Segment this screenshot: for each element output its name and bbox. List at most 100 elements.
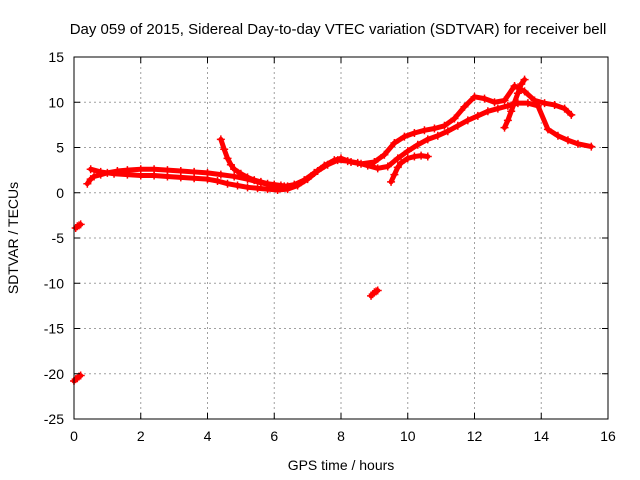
data-point-marker bbox=[400, 132, 409, 141]
data-point-marker bbox=[343, 157, 352, 166]
y-tick-label: -5 bbox=[52, 230, 65, 246]
y-tick-label: -10 bbox=[44, 275, 64, 291]
data-point-marker bbox=[463, 116, 472, 125]
data-point-marker bbox=[372, 287, 381, 296]
data-point-marker bbox=[507, 107, 516, 116]
data-point-marker bbox=[443, 127, 452, 136]
data-point-marker bbox=[90, 172, 99, 181]
data-point-marker bbox=[250, 176, 259, 185]
data-point-marker bbox=[243, 173, 252, 182]
data-point-marker bbox=[387, 177, 396, 186]
data-point-marker bbox=[150, 171, 159, 180]
data-point-marker bbox=[460, 102, 469, 111]
data-point-marker bbox=[263, 179, 272, 188]
data-point-marker bbox=[500, 96, 509, 105]
data-point-marker bbox=[397, 158, 406, 167]
data-point-marker bbox=[136, 171, 145, 180]
x-tick-label: 4 bbox=[204, 428, 212, 444]
data-point-marker bbox=[253, 184, 262, 193]
data-point-marker bbox=[230, 172, 239, 181]
data-point-marker bbox=[226, 160, 235, 169]
data-point-marker bbox=[373, 164, 382, 173]
data-point-marker bbox=[216, 135, 225, 144]
series-4-band bbox=[535, 103, 551, 132]
data-point-marker bbox=[370, 157, 379, 166]
tick-layer: 0 2 4 6 8 10 12 14 16 -25 -20 -15 -10 -5 0 5 10 15 bbox=[44, 49, 616, 444]
series-5 bbox=[216, 135, 292, 191]
data-point-marker bbox=[410, 129, 419, 138]
x-tick-label: 10 bbox=[400, 428, 416, 444]
data-point-marker bbox=[393, 154, 402, 163]
data-point-marker bbox=[433, 131, 442, 140]
data-point-marker bbox=[76, 220, 85, 229]
series-7 bbox=[500, 75, 529, 132]
y-tick-label: -15 bbox=[44, 321, 64, 337]
data-point-marker bbox=[353, 158, 362, 167]
data-point-marker bbox=[233, 181, 242, 190]
data-point-marker bbox=[490, 98, 499, 107]
data-point-marker bbox=[390, 138, 399, 147]
data-point-marker bbox=[236, 169, 245, 178]
data-point-marker bbox=[503, 116, 512, 125]
data-point-marker bbox=[413, 140, 422, 149]
series-1 bbox=[71, 220, 85, 233]
data-point-marker bbox=[513, 89, 522, 98]
data-point-marker bbox=[517, 80, 526, 89]
series-3-band bbox=[451, 104, 467, 122]
y-tick-label: -20 bbox=[44, 366, 64, 382]
data-point-marker bbox=[533, 101, 542, 110]
data-point-marker bbox=[503, 101, 512, 110]
data-point-marker bbox=[510, 81, 519, 90]
data-point-marker bbox=[220, 145, 229, 154]
data-point-marker bbox=[567, 110, 576, 119]
x-axis-label: GPS time / hours bbox=[288, 457, 395, 473]
data-point-marker bbox=[403, 154, 412, 163]
data-point-marker bbox=[543, 125, 552, 134]
data-point-marker bbox=[270, 180, 279, 189]
y-tick-label: 0 bbox=[56, 185, 64, 201]
data-point-marker bbox=[563, 136, 572, 145]
data-point-marker bbox=[423, 135, 432, 144]
y-tick-label: 5 bbox=[56, 140, 64, 156]
data-point-marker bbox=[453, 121, 462, 130]
data-point-marker bbox=[176, 173, 185, 182]
series-2 bbox=[367, 286, 382, 300]
data-point-marker bbox=[323, 160, 332, 169]
data-point-marker bbox=[403, 147, 412, 156]
grid-layer bbox=[74, 57, 608, 419]
data-point-marker bbox=[276, 181, 285, 190]
data-point-marker bbox=[293, 181, 302, 190]
series-6 bbox=[387, 151, 432, 186]
data-point-marker bbox=[313, 167, 322, 176]
data-point-marker bbox=[393, 163, 402, 172]
data-point-marker bbox=[190, 174, 199, 183]
data-point-marker bbox=[553, 131, 562, 140]
data-layer bbox=[70, 75, 596, 385]
data-point-marker bbox=[333, 156, 342, 165]
x-tick-label: 16 bbox=[600, 428, 616, 444]
data-point-marker bbox=[587, 142, 596, 151]
data-point-marker bbox=[163, 172, 172, 181]
series-4 bbox=[86, 99, 596, 195]
y-tick-label: 10 bbox=[48, 94, 64, 110]
data-point-marker bbox=[520, 75, 529, 84]
data-point-marker bbox=[480, 94, 489, 103]
data-point-marker bbox=[550, 100, 559, 109]
data-point-marker bbox=[390, 170, 399, 179]
x-tick-label: 0 bbox=[70, 428, 78, 444]
data-point-marker bbox=[203, 175, 212, 184]
data-point-marker bbox=[573, 139, 582, 148]
data-point-marker bbox=[410, 152, 419, 161]
x-tick-label: 8 bbox=[337, 428, 345, 444]
data-point-marker bbox=[123, 170, 132, 179]
data-point-marker bbox=[470, 92, 479, 101]
data-point-marker bbox=[540, 99, 549, 108]
chart-title: Day 059 of 2015, Sidereal Day-to-day VTE… bbox=[70, 21, 607, 38]
data-point-marker bbox=[423, 152, 432, 161]
data-point-marker bbox=[473, 111, 482, 120]
data-point-marker bbox=[420, 126, 429, 135]
data-point-marker bbox=[283, 182, 292, 191]
data-point-marker bbox=[76, 371, 85, 380]
data-point-marker bbox=[500, 123, 509, 132]
series-3-band bbox=[381, 140, 397, 158]
